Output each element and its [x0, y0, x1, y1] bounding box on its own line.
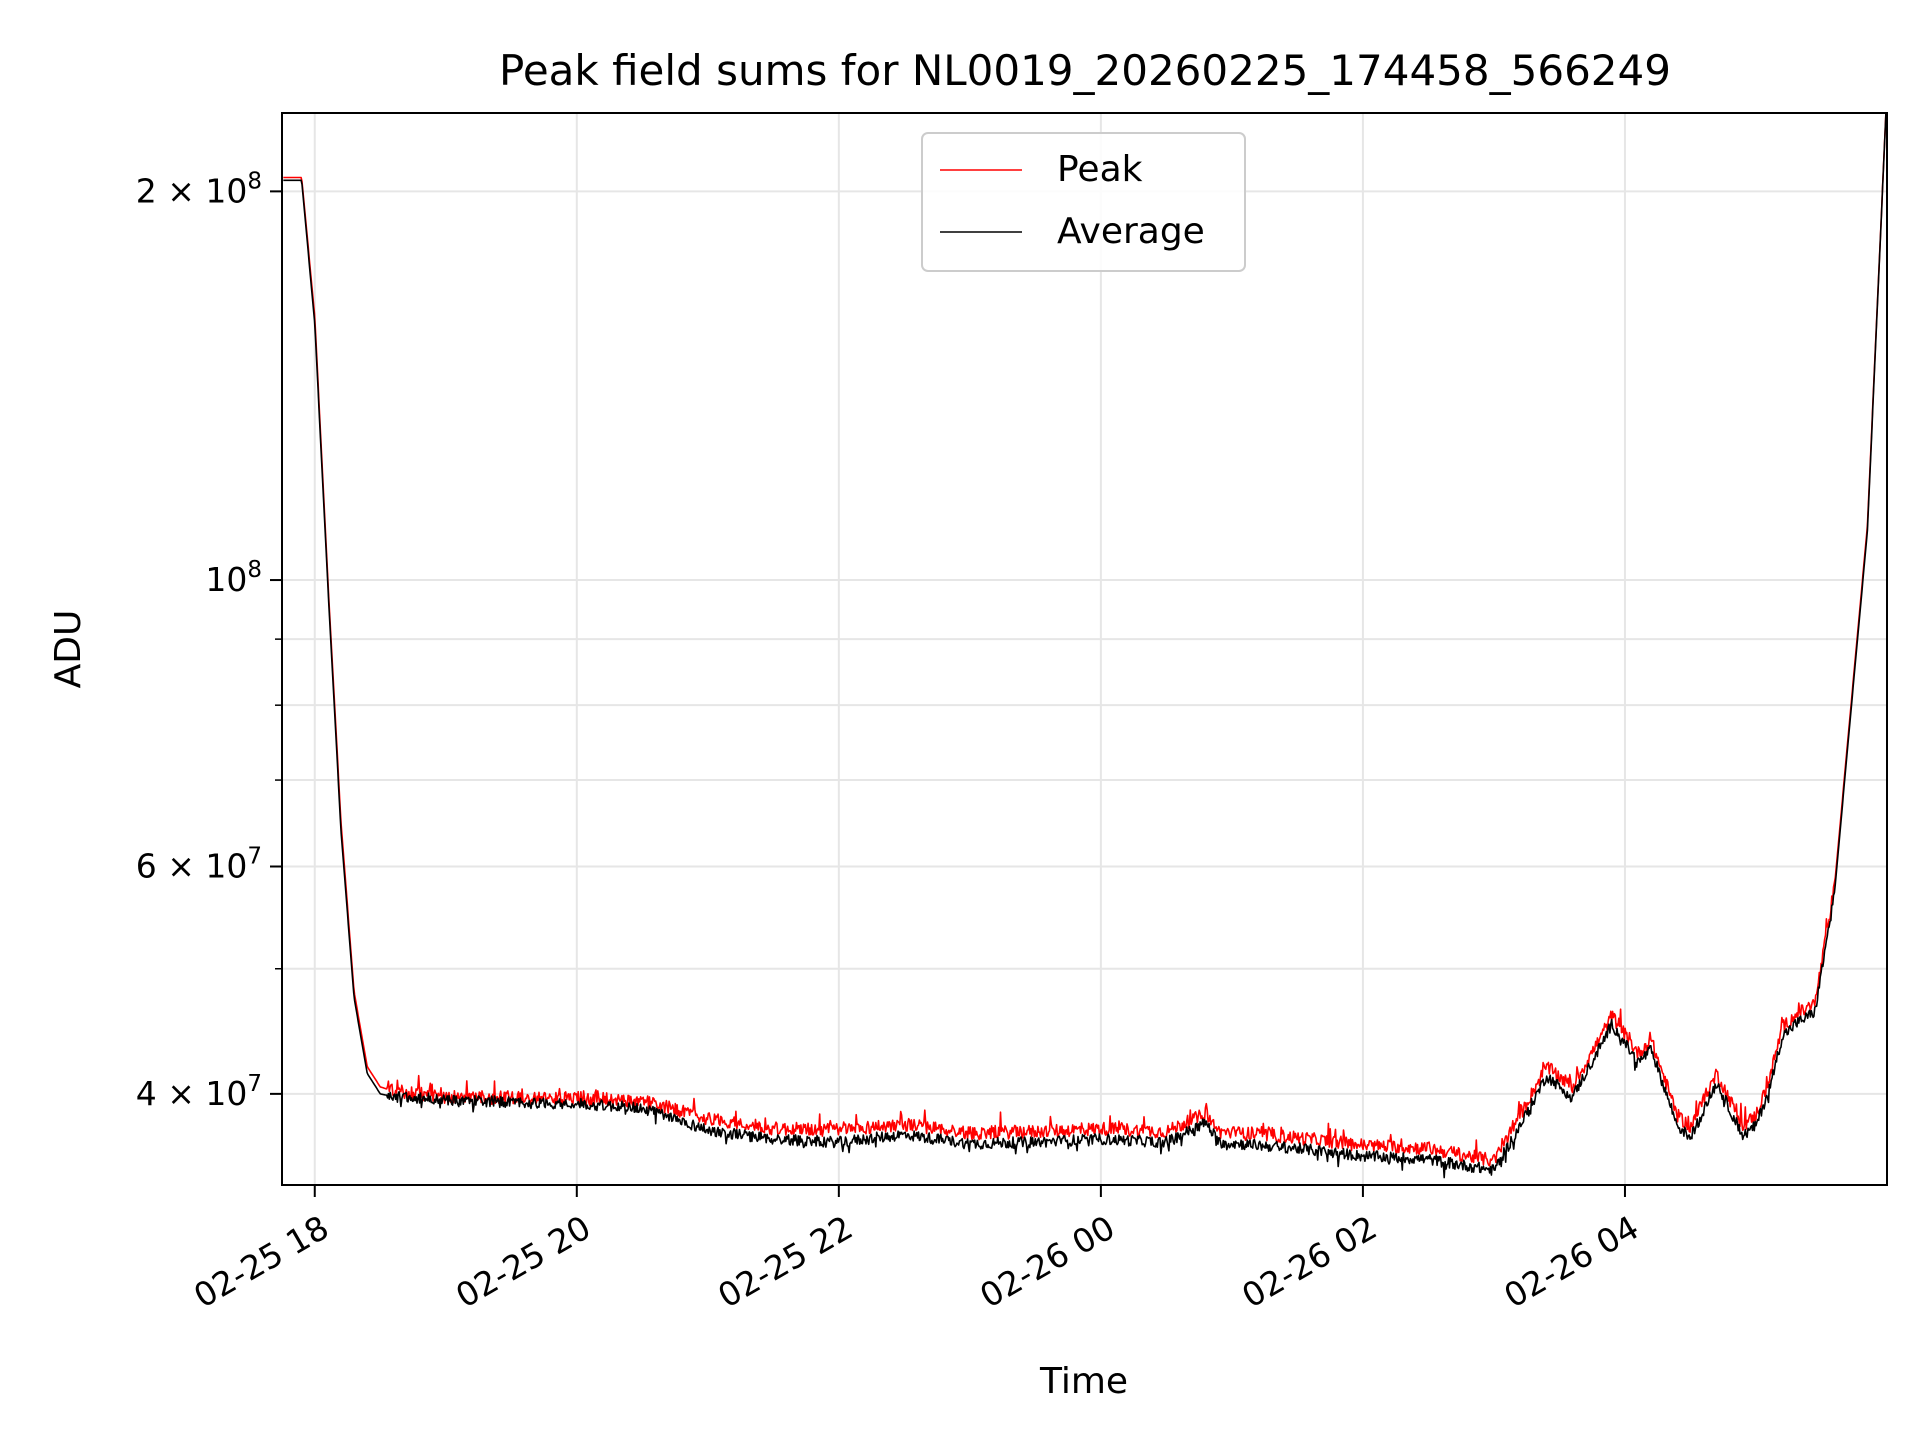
plot-frame: [281, 112, 1888, 1186]
x-tick-label: 02-25 20: [449, 1208, 597, 1316]
y-tick-label: 4 × 107: [136, 1071, 262, 1113]
y-tick-label-base: 6 × 10: [136, 847, 248, 886]
legend: Peak Average: [921, 132, 1246, 272]
y-tick-label-exponent: 7: [247, 844, 262, 870]
y-tick-label-exponent: 8: [247, 168, 262, 194]
y-tick-label-exponent: 8: [247, 557, 262, 583]
x-axis: 02-25 18 02-25 20 02-25 22 02-26 00 02-26 02…: [187, 1185, 1645, 1316]
x-axis-label: Time: [1039, 1361, 1128, 1402]
x-tick-label: 02-26 02: [1235, 1208, 1383, 1316]
y-tick-label-base: 10: [205, 560, 247, 599]
y-tick-label: 6 × 107: [136, 844, 262, 886]
y-tick-label-base: 4 × 10: [136, 1074, 248, 1113]
legend-peak-label: Peak: [1057, 149, 1143, 190]
series-line-peak: [283, 113, 1887, 1167]
y-axis-label: ADU: [48, 610, 89, 689]
series-line-average: [283, 113, 1887, 1179]
grid: [282, 113, 1887, 1185]
x-tick-label: 02-25 22: [711, 1208, 859, 1316]
series-group: [283, 113, 1887, 1179]
legend-frame: [921, 132, 1246, 272]
y-tick-label: 108: [205, 557, 262, 599]
y-tick-label-base: 2 × 10: [136, 171, 248, 210]
x-tick-label: 02-26 00: [973, 1208, 1121, 1316]
legend-average-label: Average: [1057, 211, 1205, 252]
y-tick-label: 2 × 108: [136, 168, 262, 210]
chart-title: Peak field sums for NL0019_20260225_1744…: [499, 46, 1671, 95]
x-tick-label: 02-26 04: [1497, 1208, 1645, 1316]
x-tick-label: 02-25 18: [187, 1208, 335, 1316]
y-tick-label-exponent: 7: [247, 1071, 262, 1097]
